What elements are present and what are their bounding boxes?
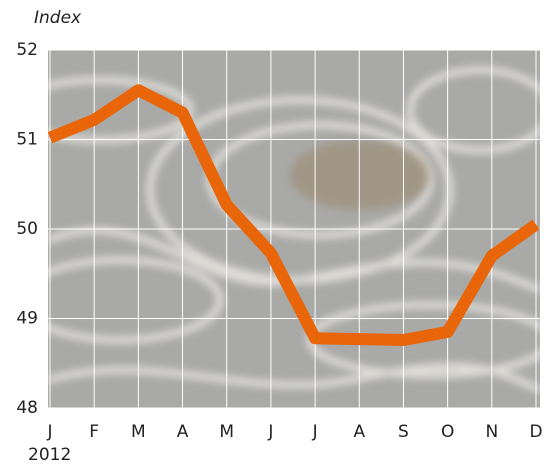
x-tick-label: J	[46, 422, 52, 442]
x-tick-label: M	[219, 422, 234, 442]
x-tick-label: A	[177, 422, 189, 442]
y-tick-label: 49	[16, 309, 38, 329]
y-tick-label: 52	[16, 40, 38, 60]
x-tick-label: F	[89, 422, 99, 442]
y-tick-label: 50	[16, 219, 38, 239]
x-tick-label: O	[441, 422, 454, 442]
x-tick-label: N	[485, 422, 498, 442]
x-tick-label: A	[353, 422, 365, 442]
data-line	[48, 84, 540, 346]
year-label: 2012	[28, 445, 71, 465]
x-tick-label: D	[529, 422, 542, 442]
y-tick-label: 51	[16, 130, 38, 150]
x-tick-label: J	[267, 422, 273, 442]
y-tick-label: 48	[16, 398, 38, 418]
y-axis-label: Index	[34, 8, 82, 28]
x-tick-label: M	[131, 422, 146, 442]
x-tick-label: S	[398, 422, 409, 442]
x-tick-label: J	[312, 422, 318, 442]
